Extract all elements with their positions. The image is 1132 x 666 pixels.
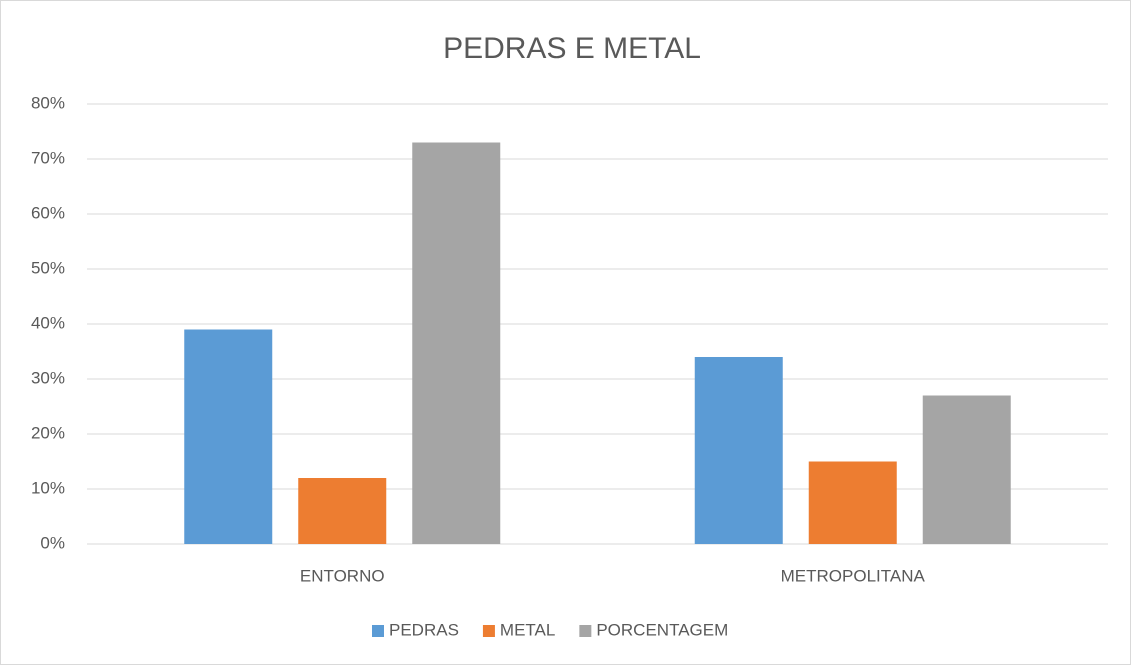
legend-label: PEDRAS bbox=[389, 620, 459, 639]
x-tick-label: ENTORNO bbox=[300, 566, 385, 585]
bar bbox=[412, 142, 501, 544]
bar bbox=[808, 461, 897, 544]
y-tick-label: 0% bbox=[40, 533, 65, 552]
bar bbox=[298, 478, 387, 544]
legend-label: METAL bbox=[500, 620, 555, 639]
y-tick-label: 60% bbox=[31, 203, 65, 222]
bar bbox=[694, 357, 783, 544]
chart-title: PEDRAS E METAL bbox=[443, 32, 701, 65]
legend-swatch bbox=[372, 625, 384, 637]
y-tick-label: 80% bbox=[31, 93, 65, 112]
y-tick-label: 20% bbox=[31, 423, 65, 442]
bar bbox=[922, 395, 1011, 544]
legend-swatch bbox=[579, 625, 592, 637]
y-tick-label: 40% bbox=[31, 313, 65, 332]
bar bbox=[184, 329, 273, 544]
y-tick-label: 50% bbox=[31, 258, 65, 277]
legend-swatch bbox=[482, 625, 495, 637]
legend-label: PORCENTAGEM bbox=[596, 620, 728, 639]
y-tick-label: 10% bbox=[31, 478, 65, 497]
x-tick-label: METROPOLITANA bbox=[781, 566, 926, 585]
y-tick-label: 30% bbox=[31, 368, 65, 387]
y-tick-label: 70% bbox=[31, 148, 65, 167]
